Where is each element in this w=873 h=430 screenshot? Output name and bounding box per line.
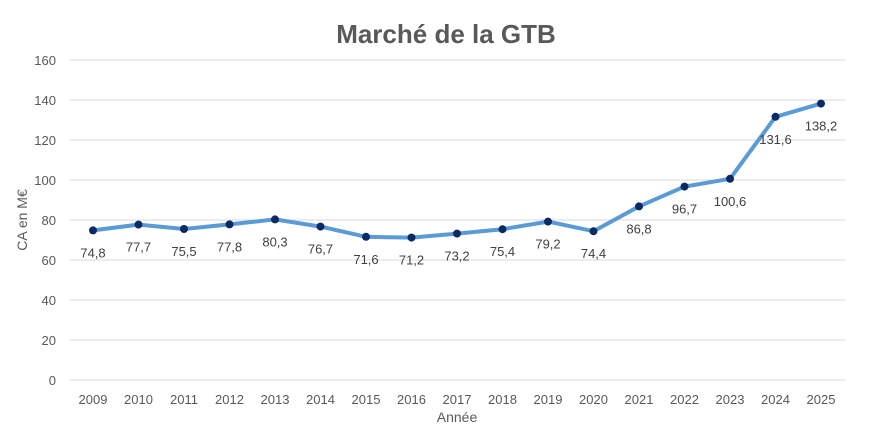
series-line bbox=[91, 101, 823, 240]
data-label: 86,8 bbox=[626, 221, 651, 236]
y-tick-label: 40 bbox=[42, 293, 56, 308]
y-tick-label: 140 bbox=[34, 93, 56, 108]
data-point bbox=[89, 226, 97, 235]
data-label: 138,2 bbox=[805, 119, 838, 134]
x-tick-label: 2015 bbox=[352, 392, 381, 407]
x-tick-label: 2014 bbox=[306, 392, 335, 407]
x-tick-label: 2019 bbox=[534, 392, 563, 407]
y-tick-label: 100 bbox=[34, 173, 56, 188]
data-point bbox=[225, 220, 234, 229]
data-label: 100,6 bbox=[714, 194, 747, 209]
data-label: 74,4 bbox=[581, 246, 606, 261]
y-tick-label: 20 bbox=[42, 333, 56, 348]
x-tick-label: 2020 bbox=[579, 392, 608, 407]
x-tick-label: 2022 bbox=[670, 392, 699, 407]
chart-title: Marché de la GTB bbox=[336, 19, 556, 49]
x-tick-label: 2025 bbox=[807, 392, 836, 407]
x-tick-label: 2021 bbox=[625, 392, 654, 407]
data-point bbox=[680, 182, 689, 191]
data-point bbox=[817, 99, 825, 108]
y-axis-label: CA en M€ bbox=[14, 189, 30, 251]
data-point bbox=[544, 217, 552, 226]
x-tick-label: 2023 bbox=[716, 392, 745, 407]
x-tick-label: 2016 bbox=[397, 392, 426, 407]
x-tick-label: 2024 bbox=[761, 392, 790, 407]
x-tick-label: 2018 bbox=[488, 392, 517, 407]
data-label: 73,2 bbox=[444, 249, 469, 264]
data-label: 74,8 bbox=[80, 245, 105, 260]
data-point bbox=[771, 112, 780, 121]
y-tick-label: 120 bbox=[34, 133, 56, 148]
data-label: 77,7 bbox=[126, 240, 151, 255]
x-tick-label: 2012 bbox=[215, 392, 244, 407]
x-tick-label: 2010 bbox=[124, 392, 153, 407]
data-point bbox=[498, 225, 507, 234]
data-point bbox=[589, 227, 598, 236]
data-label: 76,7 bbox=[308, 242, 333, 257]
data-point bbox=[407, 233, 416, 242]
y-tick-label: 80 bbox=[42, 213, 56, 228]
data-label: 80,3 bbox=[262, 234, 287, 249]
data-label: 71,6 bbox=[353, 252, 378, 267]
x-tick-label: 2013 bbox=[261, 392, 290, 407]
data-label: 131,6 bbox=[759, 132, 792, 147]
data-point bbox=[271, 215, 279, 224]
y-tick-label: 60 bbox=[42, 253, 56, 268]
data-point bbox=[180, 225, 188, 233]
data-label: 71,2 bbox=[399, 253, 424, 268]
data-point bbox=[635, 202, 643, 211]
y-tick-label: 160 bbox=[34, 53, 56, 68]
data-label: 75,4 bbox=[490, 244, 515, 259]
x-axis-label: Année bbox=[437, 409, 478, 425]
data-label: 77,8 bbox=[217, 239, 242, 254]
data-point bbox=[362, 232, 370, 241]
y-tick-label: 0 bbox=[49, 373, 56, 388]
x-tick-label: 2017 bbox=[443, 392, 472, 407]
x-tick-label: 2009 bbox=[79, 392, 108, 407]
data-point bbox=[726, 174, 734, 183]
data-point bbox=[134, 220, 143, 229]
data-label: 75,5 bbox=[171, 244, 196, 259]
data-point bbox=[316, 222, 325, 231]
data-label: 79,2 bbox=[535, 237, 560, 252]
data-point bbox=[453, 229, 461, 238]
x-tick-label: 2011 bbox=[170, 392, 198, 407]
data-label: 96,7 bbox=[672, 202, 697, 217]
